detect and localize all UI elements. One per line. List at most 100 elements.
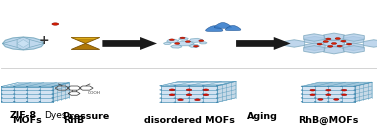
Circle shape xyxy=(186,89,192,91)
Text: Aging: Aging xyxy=(247,112,278,121)
Polygon shape xyxy=(324,33,344,41)
Text: Dyes: Dyes xyxy=(44,111,67,120)
Circle shape xyxy=(174,85,176,86)
Text: COOH: COOH xyxy=(88,91,101,95)
Circle shape xyxy=(174,102,176,103)
Polygon shape xyxy=(214,23,231,28)
Polygon shape xyxy=(343,43,364,51)
Circle shape xyxy=(180,37,185,39)
Circle shape xyxy=(202,85,204,86)
Circle shape xyxy=(169,94,175,96)
Circle shape xyxy=(169,39,174,41)
Circle shape xyxy=(160,98,162,99)
Polygon shape xyxy=(324,40,344,47)
Circle shape xyxy=(341,40,346,42)
Circle shape xyxy=(39,101,41,102)
Circle shape xyxy=(13,97,15,98)
Polygon shape xyxy=(189,38,203,42)
Circle shape xyxy=(26,90,28,91)
Circle shape xyxy=(160,85,162,86)
Circle shape xyxy=(326,89,331,91)
Circle shape xyxy=(39,90,41,91)
Circle shape xyxy=(216,102,218,103)
Polygon shape xyxy=(302,86,355,102)
Circle shape xyxy=(327,101,329,102)
Polygon shape xyxy=(363,40,378,47)
Circle shape xyxy=(301,97,303,98)
Polygon shape xyxy=(355,82,372,102)
Circle shape xyxy=(327,86,329,87)
Polygon shape xyxy=(199,42,207,44)
Circle shape xyxy=(346,43,352,45)
Circle shape xyxy=(188,89,190,90)
Circle shape xyxy=(354,101,356,102)
Circle shape xyxy=(0,86,2,87)
Circle shape xyxy=(354,97,356,98)
Circle shape xyxy=(188,102,190,103)
Circle shape xyxy=(195,99,200,101)
Circle shape xyxy=(301,90,303,91)
Circle shape xyxy=(342,89,347,91)
Polygon shape xyxy=(2,86,53,102)
Polygon shape xyxy=(2,83,69,86)
Circle shape xyxy=(310,89,315,91)
Polygon shape xyxy=(71,37,100,40)
Text: disordered MOFs: disordered MOFs xyxy=(144,116,234,125)
Circle shape xyxy=(326,94,331,96)
Circle shape xyxy=(310,94,315,96)
Polygon shape xyxy=(3,37,44,50)
Polygon shape xyxy=(344,34,364,41)
Circle shape xyxy=(194,45,198,47)
Polygon shape xyxy=(304,34,325,41)
Circle shape xyxy=(334,99,339,100)
Circle shape xyxy=(216,89,218,90)
Circle shape xyxy=(354,86,356,87)
Circle shape xyxy=(175,43,180,44)
Circle shape xyxy=(216,85,218,86)
Circle shape xyxy=(0,101,2,102)
Circle shape xyxy=(188,85,190,86)
Circle shape xyxy=(335,38,341,39)
Circle shape xyxy=(327,97,329,98)
Circle shape xyxy=(326,38,331,40)
Polygon shape xyxy=(236,37,291,50)
Polygon shape xyxy=(176,41,194,46)
Text: MOFs: MOFs xyxy=(12,116,42,125)
Circle shape xyxy=(341,90,342,91)
Circle shape xyxy=(26,101,28,102)
Polygon shape xyxy=(304,43,325,51)
Circle shape xyxy=(169,89,175,91)
Circle shape xyxy=(314,90,316,91)
Polygon shape xyxy=(161,86,217,102)
Text: RhB: RhB xyxy=(64,116,85,125)
Circle shape xyxy=(26,97,28,98)
Circle shape xyxy=(13,101,15,102)
Polygon shape xyxy=(102,37,157,50)
Circle shape xyxy=(202,98,204,99)
Circle shape xyxy=(26,86,28,87)
Circle shape xyxy=(186,41,191,42)
Circle shape xyxy=(314,97,316,98)
Polygon shape xyxy=(324,46,344,54)
Circle shape xyxy=(341,101,342,102)
Polygon shape xyxy=(284,40,305,47)
Circle shape xyxy=(186,94,192,96)
Circle shape xyxy=(52,90,54,91)
Polygon shape xyxy=(343,36,364,44)
Polygon shape xyxy=(17,40,29,47)
Circle shape xyxy=(174,89,176,90)
Text: Pressure: Pressure xyxy=(62,112,109,121)
Circle shape xyxy=(323,41,328,42)
Circle shape xyxy=(13,86,15,87)
Circle shape xyxy=(318,99,323,100)
Circle shape xyxy=(301,101,303,102)
Circle shape xyxy=(39,97,41,98)
Circle shape xyxy=(52,23,59,25)
Circle shape xyxy=(332,43,337,44)
Circle shape xyxy=(327,90,329,91)
Polygon shape xyxy=(53,83,69,102)
Polygon shape xyxy=(344,46,364,53)
Circle shape xyxy=(341,97,342,98)
Circle shape xyxy=(301,86,303,87)
Circle shape xyxy=(203,89,209,91)
